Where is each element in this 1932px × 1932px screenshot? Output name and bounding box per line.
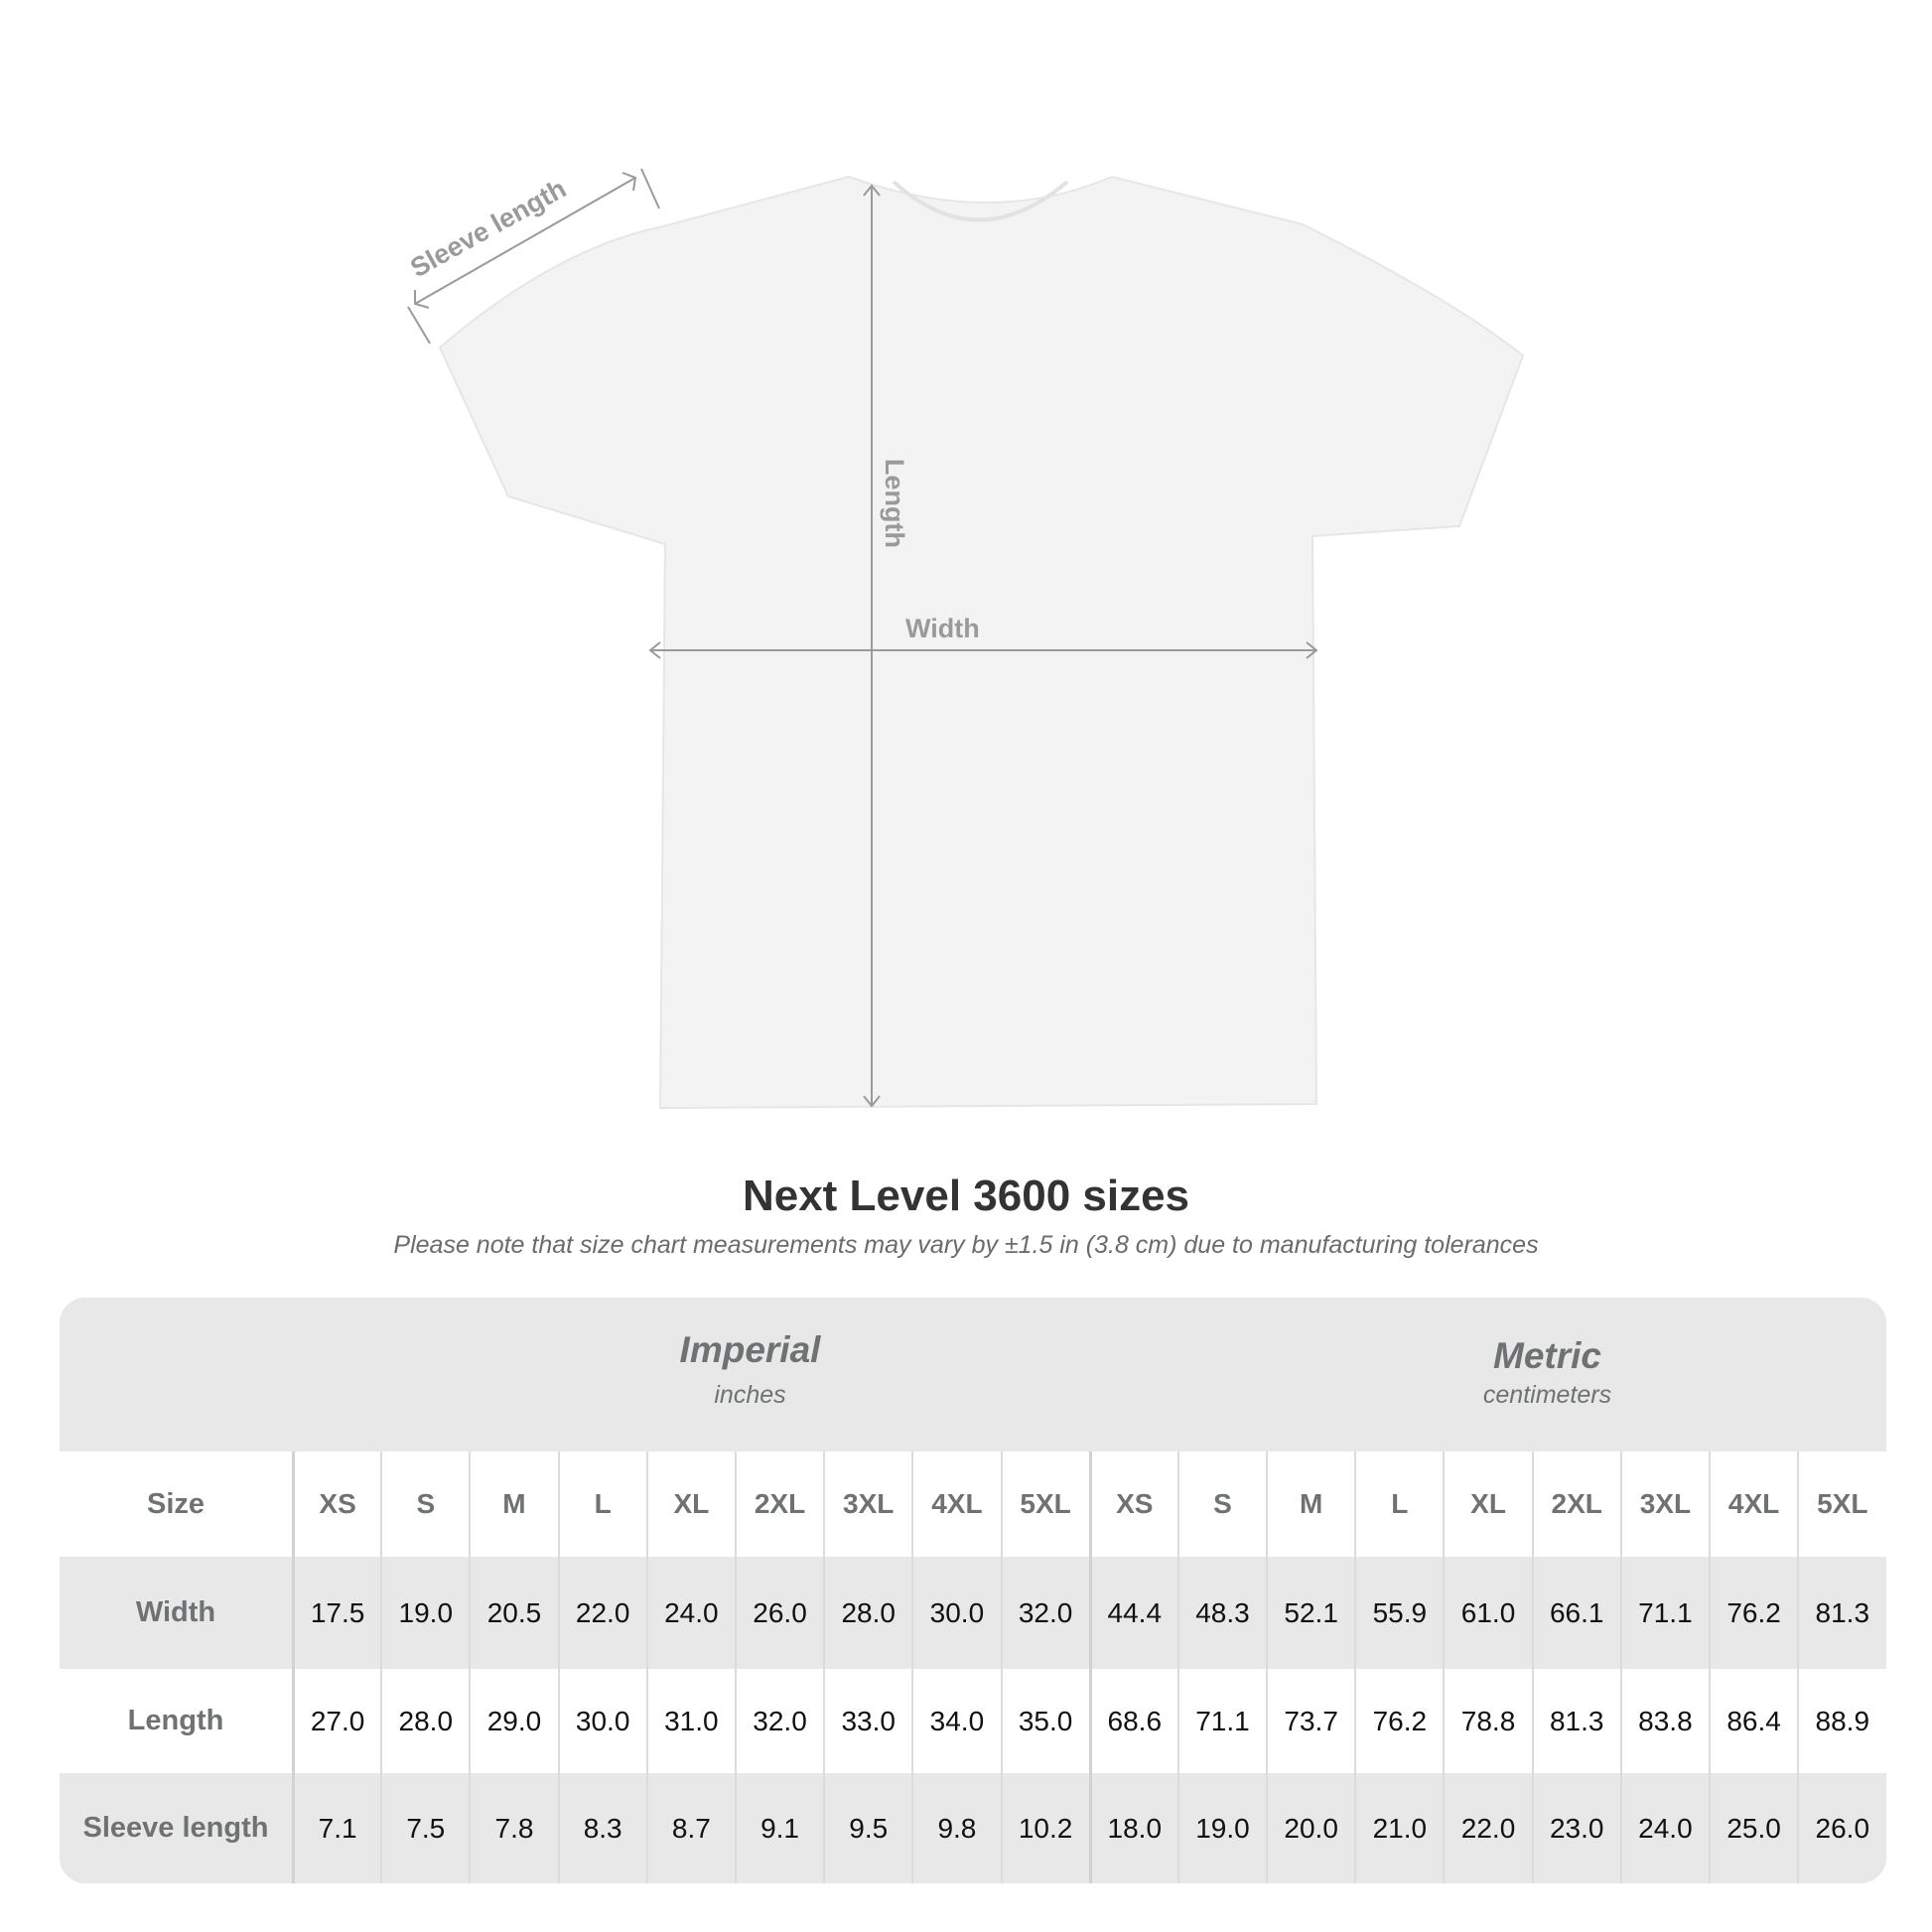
imperial-cell: 8.7 (645, 1773, 735, 1883)
metric-cell: 2XL (1531, 1451, 1620, 1557)
imperial-cell: 29.0 (469, 1669, 557, 1773)
sleeve-arrow (414, 177, 636, 305)
metric-cell: 19.0 (1176, 1773, 1266, 1883)
table-row: Length 27.0 28.0 29.0 30.0 31.0 32.0 33.0 34.0 35… (60, 1669, 1886, 1773)
metric-cell: 71.1 (1176, 1669, 1266, 1773)
imperial-cell: S (380, 1451, 469, 1557)
imperial-cell: 33.0 (823, 1669, 911, 1773)
size-table: Imperial inches Metric centimeters Size X… (60, 1298, 1886, 1883)
metric-cell: 86.4 (1709, 1669, 1797, 1773)
imperial-cell: 3XL (823, 1451, 911, 1557)
metric-cell: L (1354, 1451, 1443, 1557)
imperial-cell: 27.0 (292, 1669, 380, 1773)
metric-cell: S (1176, 1451, 1266, 1557)
metric-unit: centimeters (1482, 1381, 1612, 1409)
metric-cell: 71.1 (1619, 1557, 1709, 1669)
imperial-cell: 30.0 (557, 1669, 646, 1773)
metric-cell: 20.0 (1266, 1773, 1354, 1883)
imperial-cell: XL (645, 1451, 735, 1557)
imperial-title: Imperial (679, 1329, 821, 1370)
metric-cell: 48.3 (1176, 1557, 1266, 1669)
page-title: Next Level 3600 sizes (742, 1172, 1190, 1220)
metric-cell: 23.0 (1531, 1773, 1620, 1883)
metric-cell: 21.0 (1354, 1773, 1443, 1883)
metric-cell: 76.2 (1354, 1669, 1443, 1773)
metric-cell: 78.8 (1443, 1669, 1531, 1773)
table-row: Width 17.5 19.0 20.5 22.0 24.0 26.0 28.0 30.0 32.… (60, 1557, 1886, 1669)
metric-cell: 52.1 (1266, 1557, 1354, 1669)
imperial-cell: 9.8 (911, 1773, 1000, 1883)
metric-cell: XS (1088, 1451, 1177, 1557)
metric-cell: 4XL (1709, 1451, 1797, 1557)
imperial-cell: 7.8 (469, 1773, 557, 1883)
metric-title: Metric (1493, 1335, 1601, 1376)
width-label: Width (905, 614, 980, 643)
metric-cell: 18.0 (1088, 1773, 1177, 1883)
metric-cell: 26.0 (1797, 1773, 1885, 1883)
table-row: Size XS S M L XL 2XL 3XL 4XL 5XL XS S M L XL 2XL 3XL 4XL 5… (60, 1451, 1886, 1557)
row-label: Length (127, 1705, 224, 1736)
imperial-cell: 4XL (911, 1451, 1000, 1557)
metric-header: Metric centimeters (1149, 1335, 1886, 1410)
imperial-cell: 24.0 (645, 1557, 735, 1669)
imperial-cell: 31.0 (645, 1669, 735, 1773)
metric-cell: 61.0 (1443, 1557, 1531, 1669)
imperial-cell: 7.5 (380, 1773, 469, 1883)
tolerance-note: Please note that size chart measurements… (393, 1231, 1539, 1259)
row-label: Size (146, 1487, 206, 1520)
imperial-cell: 20.5 (469, 1557, 557, 1669)
metric-cell: M (1266, 1451, 1354, 1557)
metric-cell: XL (1443, 1451, 1531, 1557)
metric-cell: 25.0 (1709, 1773, 1797, 1883)
metric-cell: 83.8 (1619, 1669, 1709, 1773)
table-header: Imperial inches Metric centimeters (60, 1298, 1886, 1451)
metric-cell: 22.0 (1443, 1773, 1531, 1883)
imperial-unit: inches (714, 1381, 786, 1409)
metric-cell: 24.0 (1619, 1773, 1709, 1883)
imperial-cell: 9.1 (734, 1773, 823, 1883)
imperial-header: Imperial inches (351, 1329, 1149, 1410)
imperial-cell: 5XL (1000, 1451, 1089, 1557)
imperial-cell: 2XL (734, 1451, 823, 1557)
metric-cell: 66.1 (1531, 1557, 1620, 1669)
imperial-cell: 8.3 (557, 1773, 646, 1883)
metric-cell: 88.9 (1797, 1669, 1885, 1773)
imperial-cell: 10.2 (1000, 1773, 1089, 1883)
metric-cell: 55.9 (1354, 1557, 1443, 1669)
metric-cell: 5XL (1797, 1451, 1885, 1557)
imperial-cell: 26.0 (734, 1557, 823, 1669)
imperial-cell: XS (292, 1451, 380, 1557)
imperial-cell: 17.5 (292, 1557, 380, 1669)
imperial-cell: M (469, 1451, 557, 1557)
metric-cell: 73.7 (1266, 1669, 1354, 1773)
tshirt-diagram: Sleeve length Length Width (405, 168, 1525, 1110)
tshirt-shape (438, 175, 1525, 1110)
metric-cell: 44.4 (1088, 1557, 1177, 1669)
imperial-cell: 7.1 (292, 1773, 380, 1883)
imperial-cell: 34.0 (911, 1669, 1000, 1773)
metric-cell: 81.3 (1797, 1557, 1885, 1669)
row-label: Width (135, 1596, 216, 1628)
length-label: Length (880, 459, 909, 548)
metric-cell: 76.2 (1709, 1557, 1797, 1669)
imperial-cell: L (557, 1451, 646, 1557)
imperial-cell: 28.0 (823, 1557, 911, 1669)
metric-cell: 81.3 (1531, 1669, 1620, 1773)
imperial-cell: 30.0 (911, 1557, 1000, 1669)
imperial-cell: 32.0 (734, 1669, 823, 1773)
imperial-cell: 19.0 (380, 1557, 469, 1669)
imperial-cell: 9.5 (823, 1773, 911, 1883)
imperial-cell: 28.0 (380, 1669, 469, 1773)
imperial-cell: 35.0 (1000, 1669, 1089, 1773)
imperial-cell: 22.0 (557, 1557, 646, 1669)
row-label: Sleeve length (82, 1812, 269, 1844)
metric-cell: 68.6 (1088, 1669, 1177, 1773)
table-row: Sleeve length 7.1 7.5 7.8 8.3 8.7 9.1 9.5 9.8 10.… (60, 1773, 1886, 1883)
metric-cell: 3XL (1619, 1451, 1709, 1557)
imperial-cell: 32.0 (1000, 1557, 1089, 1669)
